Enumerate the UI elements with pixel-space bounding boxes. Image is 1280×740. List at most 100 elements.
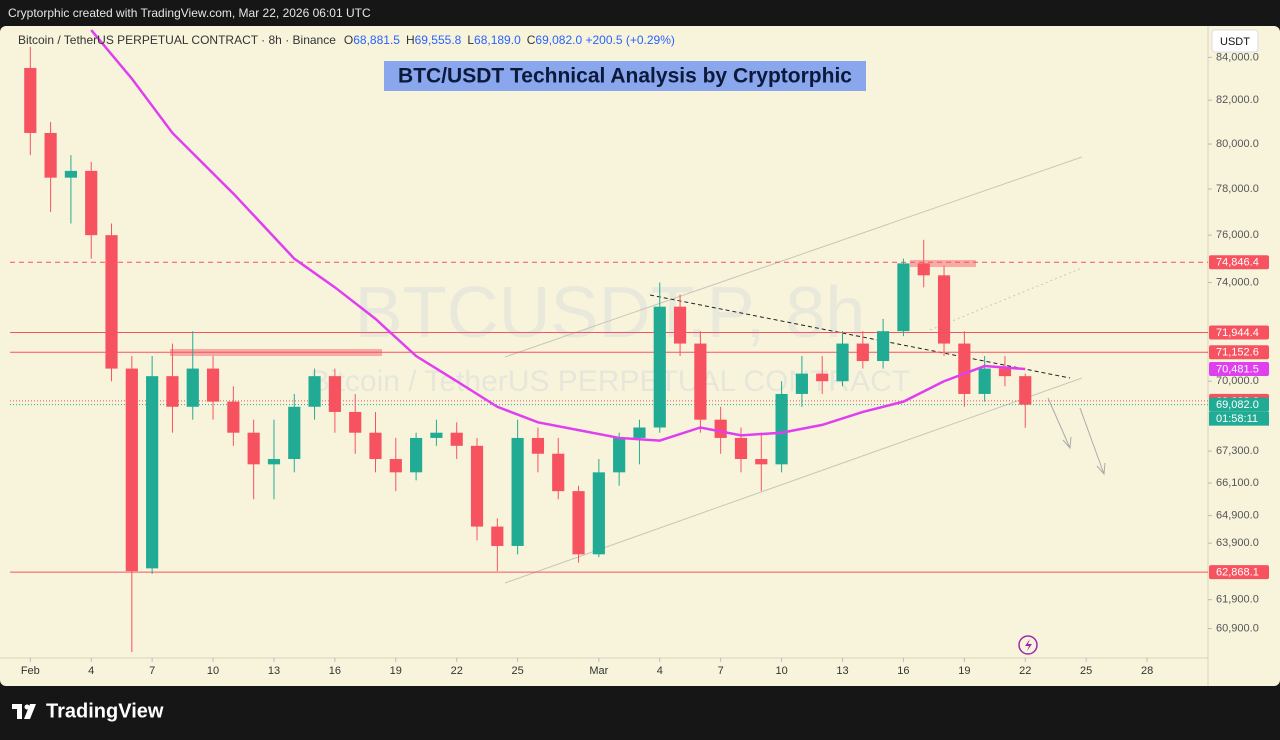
channel-line bbox=[504, 156, 1083, 358]
candle-body bbox=[714, 419, 727, 438]
x-tick-label: 7 bbox=[718, 665, 724, 677]
countdown: 01:58:11 bbox=[1216, 413, 1258, 425]
y-tick-label: 61,900.0 bbox=[1216, 594, 1259, 606]
candle-body bbox=[613, 437, 626, 473]
title-box bbox=[384, 61, 866, 91]
candle-body bbox=[531, 437, 545, 454]
candle-body bbox=[470, 445, 484, 527]
watermark-symbol: BTCUSDT.P, 8h bbox=[355, 273, 866, 353]
price-marker bbox=[1209, 565, 1269, 580]
x-tick-label: Feb bbox=[21, 665, 40, 677]
candle-body bbox=[653, 306, 666, 428]
x-tick-label: 10 bbox=[207, 665, 219, 677]
ohlc-label: O bbox=[344, 33, 353, 47]
x-tick-label: 10 bbox=[775, 665, 787, 677]
price-label: 71,944.4 bbox=[1216, 327, 1259, 339]
symbol-info: Bitcoin / TetherUS PERPETUAL CONTRACT · … bbox=[18, 33, 675, 47]
channel-line bbox=[929, 267, 1083, 331]
candle-body bbox=[734, 437, 748, 460]
logo-text: TradingView bbox=[46, 700, 164, 722]
arrow bbox=[1047, 397, 1072, 450]
candle-body bbox=[491, 526, 504, 546]
x-tick-label: Mar bbox=[589, 665, 608, 677]
y-tick-label: 80,000.0 bbox=[1216, 138, 1259, 150]
candle-body bbox=[897, 263, 910, 332]
x-tick-label: 13 bbox=[268, 665, 280, 677]
candle-body bbox=[673, 306, 687, 344]
x-tick-label: 25 bbox=[512, 665, 524, 677]
candle-body bbox=[206, 368, 220, 402]
x-tick-label: 22 bbox=[451, 665, 463, 677]
logo-mark bbox=[12, 704, 36, 719]
candle-body bbox=[998, 368, 1012, 377]
x-tick-label: 4 bbox=[88, 665, 94, 677]
alert-icon bbox=[1025, 639, 1032, 651]
currency: USDT bbox=[1220, 36, 1250, 48]
candle-body bbox=[410, 437, 423, 473]
x-tick-label: 16 bbox=[897, 665, 909, 677]
candle-body bbox=[450, 432, 463, 446]
candle-body bbox=[836, 343, 849, 382]
change: +200.5 (+0.29%) bbox=[585, 33, 674, 47]
countdown-box bbox=[1209, 411, 1269, 426]
candle-body bbox=[937, 275, 951, 344]
candle-body bbox=[85, 170, 98, 236]
price-marker bbox=[1209, 345, 1269, 360]
x-tick-label: 19 bbox=[958, 665, 970, 677]
ohlc-value: 69,555.8 bbox=[415, 33, 462, 47]
candle-body bbox=[978, 368, 991, 394]
price-label: 62,868.1 bbox=[1216, 567, 1259, 579]
x-tick-label: 25 bbox=[1080, 665, 1092, 677]
y-tick-label: 60,900.0 bbox=[1216, 622, 1259, 634]
trend-line bbox=[649, 294, 1071, 379]
candle-body bbox=[105, 235, 118, 369]
x-tick-label: 13 bbox=[836, 665, 848, 677]
y-tick-label: 84,000.0 bbox=[1216, 51, 1259, 63]
chart-panel bbox=[0, 26, 1280, 686]
moving-average bbox=[90, 29, 1026, 442]
x-tick-label: 28 bbox=[1141, 665, 1153, 677]
plot bbox=[10, 29, 1208, 653]
candle-body bbox=[186, 368, 199, 407]
price-marker bbox=[1209, 362, 1269, 377]
candle-body bbox=[592, 472, 605, 555]
y-tick-label: 78,000.0 bbox=[1216, 183, 1259, 195]
logo-mark bbox=[24, 704, 30, 710]
candle-body bbox=[125, 368, 138, 572]
candle-body bbox=[64, 170, 78, 178]
candle-body bbox=[755, 459, 768, 465]
candle-body bbox=[877, 331, 890, 362]
candle-body bbox=[816, 373, 829, 382]
candle-body bbox=[775, 393, 788, 465]
price-label: 70,481.5 bbox=[1216, 363, 1259, 375]
y-tick-label: 64,900.0 bbox=[1216, 509, 1259, 521]
zone bbox=[910, 260, 976, 267]
arrow bbox=[1079, 407, 1106, 476]
y-tick-label: 76,000.0 bbox=[1216, 229, 1259, 241]
candle-body bbox=[267, 459, 281, 465]
price-marker bbox=[1209, 255, 1269, 270]
candle-body bbox=[369, 432, 382, 460]
candle-body bbox=[247, 432, 260, 465]
credit: Cryptorphic created with TradingView.com… bbox=[8, 6, 371, 20]
y-tick-label: 82,000.0 bbox=[1216, 94, 1259, 106]
candle-body bbox=[958, 343, 971, 394]
price-label: 69,082.0 bbox=[1216, 399, 1259, 411]
watermark-name: Bitcoin / TetherUS PERPETUAL CONTRACT bbox=[310, 365, 910, 398]
ohlc-value: 68,189.0 bbox=[474, 33, 521, 47]
candle-body bbox=[308, 376, 321, 407]
y-tick-label: 63,900.0 bbox=[1216, 537, 1259, 549]
candle-body bbox=[552, 453, 565, 492]
candle-body bbox=[328, 376, 341, 412]
alert-icon[interactable] bbox=[1018, 635, 1038, 655]
candle-body bbox=[288, 406, 301, 460]
candle-body bbox=[572, 491, 585, 555]
candle-body bbox=[633, 427, 646, 438]
candle-body bbox=[917, 263, 930, 276]
candle-body bbox=[227, 401, 240, 433]
ohlc-label: C bbox=[527, 33, 536, 47]
candle-body bbox=[24, 67, 37, 133]
x-tick-label: 7 bbox=[149, 665, 155, 677]
candle-body bbox=[694, 343, 707, 420]
